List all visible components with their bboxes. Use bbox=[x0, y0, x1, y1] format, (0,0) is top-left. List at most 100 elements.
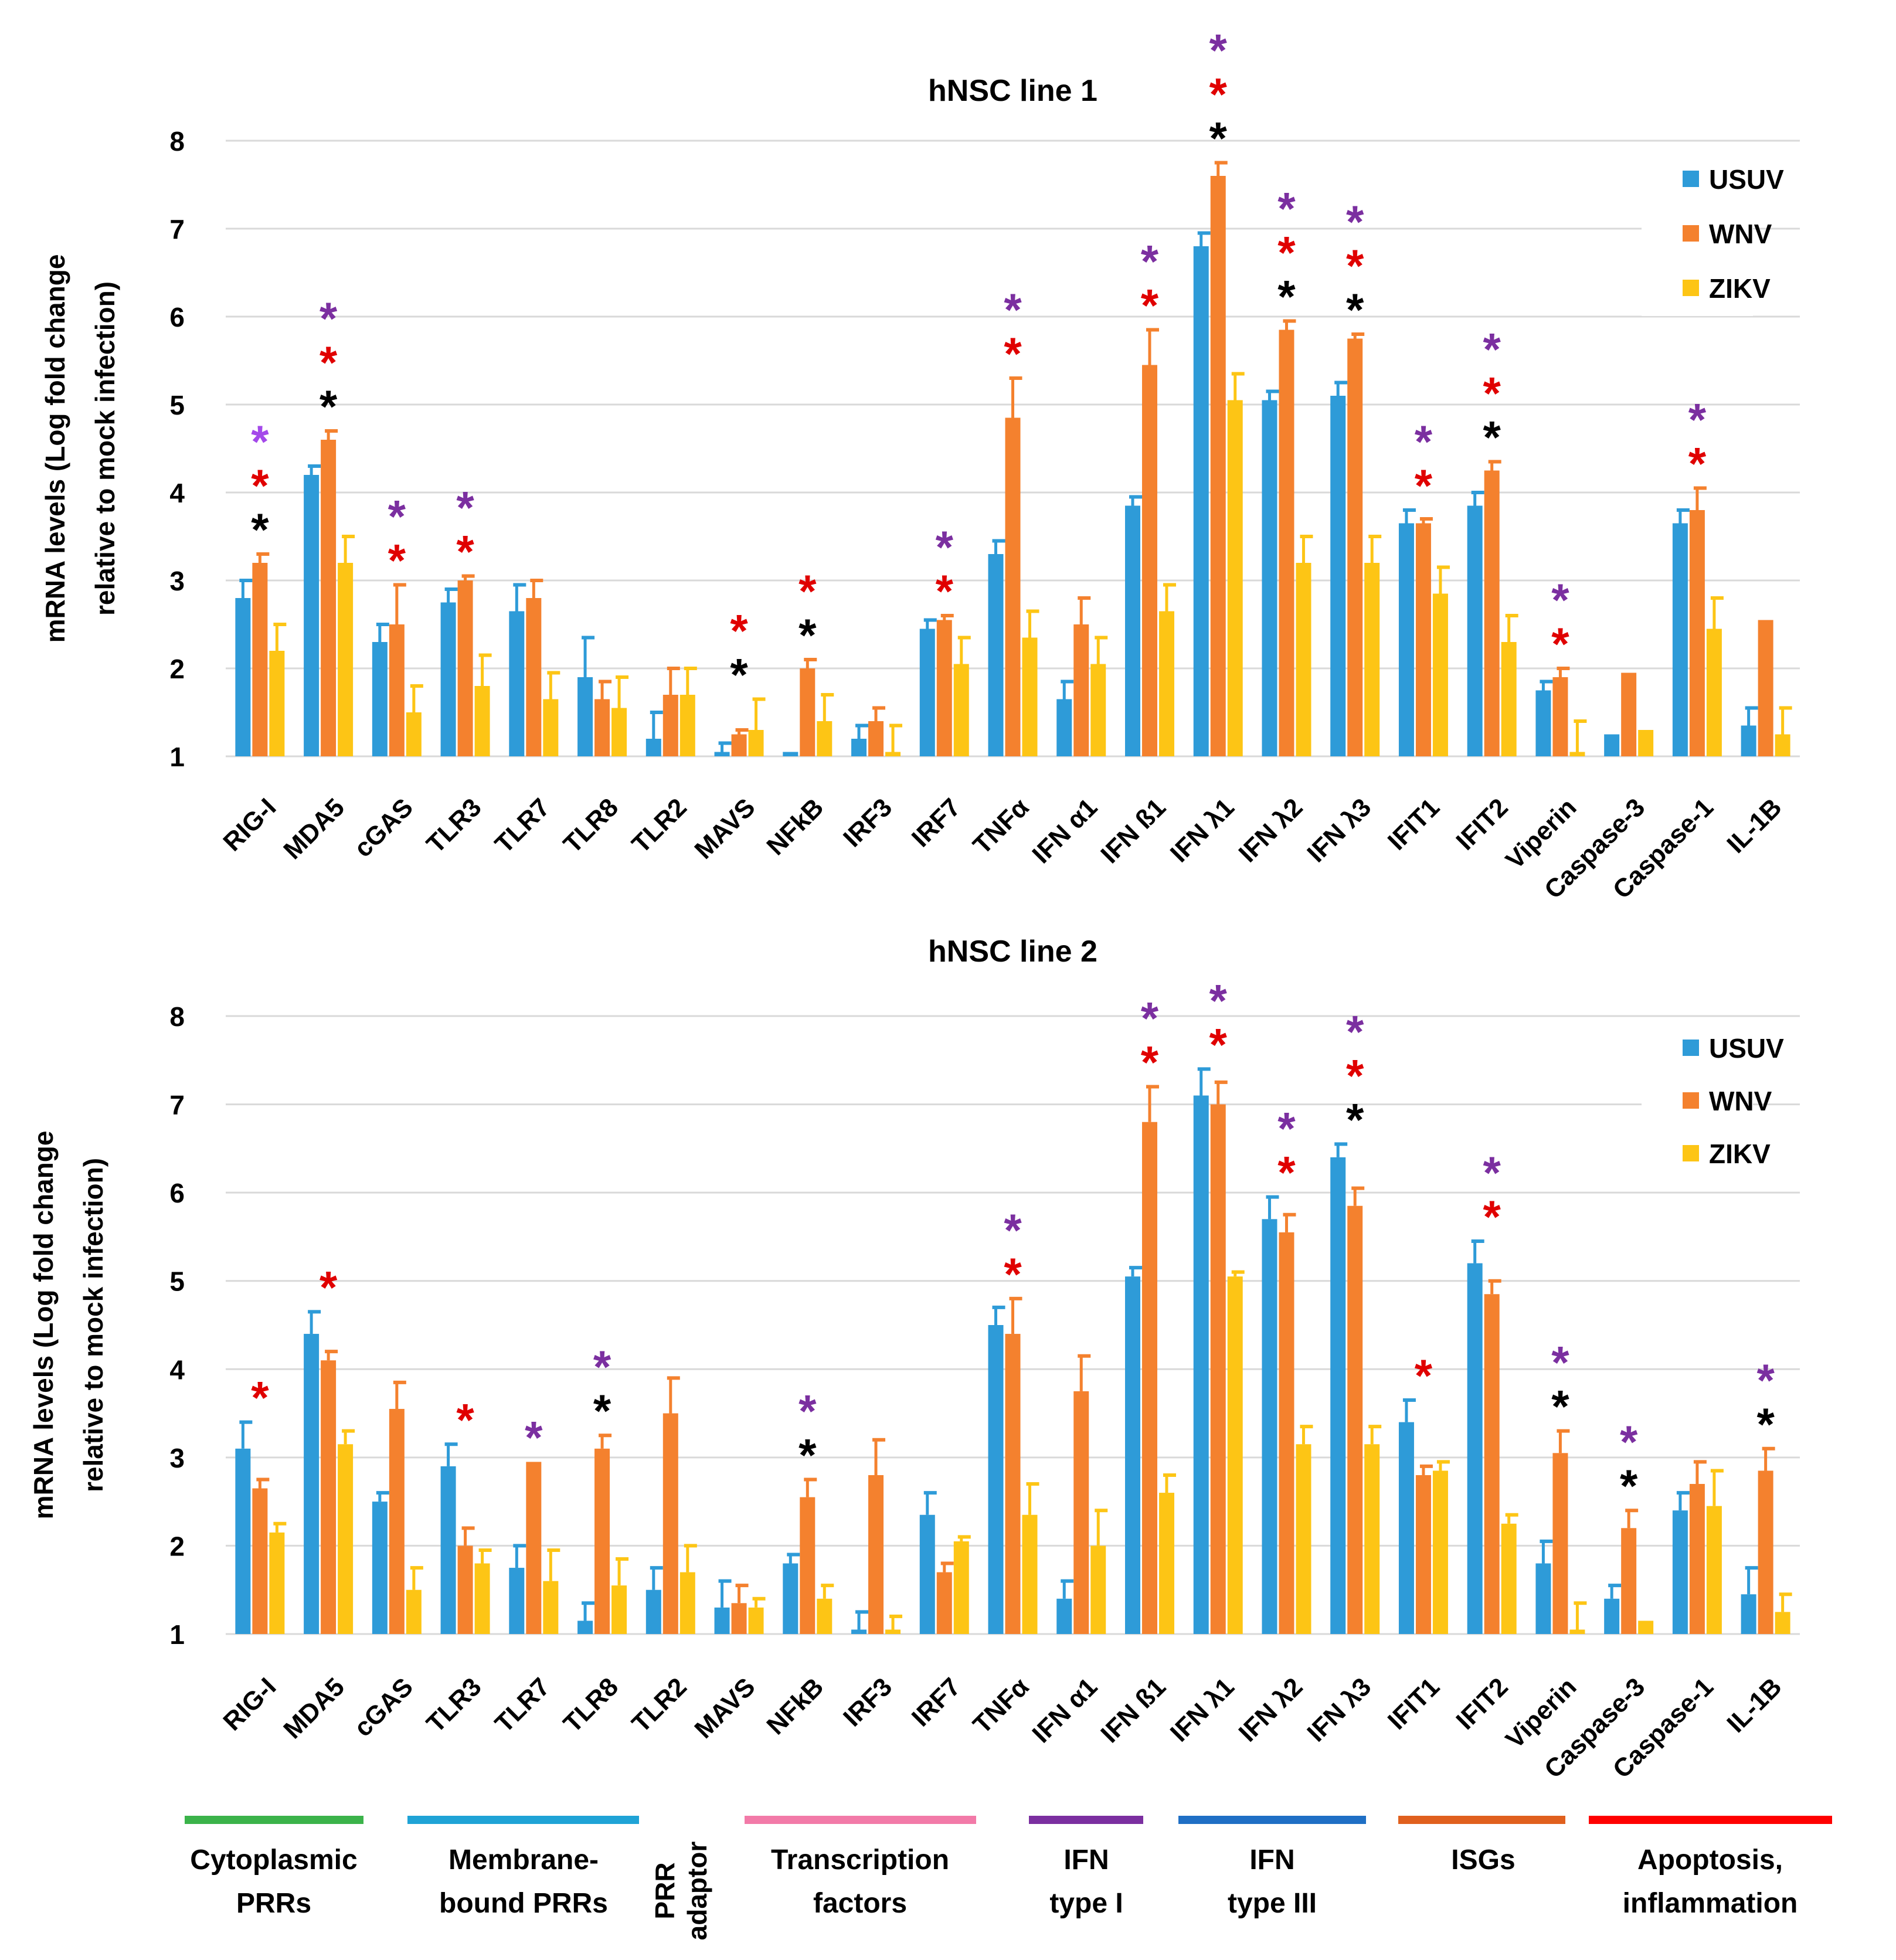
category-label: Apoptosis, bbox=[1637, 1844, 1783, 1876]
bar-zikv bbox=[543, 699, 559, 756]
bar-zikv bbox=[1227, 400, 1243, 756]
bar-usuv bbox=[645, 1589, 661, 1634]
bar-zikv bbox=[885, 752, 901, 756]
bar-usuv bbox=[851, 1629, 867, 1634]
category-label: bound PRRs bbox=[439, 1888, 608, 1919]
bar-usuv bbox=[1535, 1563, 1551, 1634]
y-tick-label: 5 bbox=[169, 1266, 185, 1297]
bar-zikv bbox=[1022, 1514, 1038, 1634]
y-tick-label: 1 bbox=[169, 1619, 185, 1650]
x-tick-label: IFN α1 bbox=[1027, 793, 1103, 869]
bar-usuv bbox=[577, 1621, 593, 1634]
bar-usuv bbox=[1467, 505, 1483, 756]
bar-zikv bbox=[1364, 563, 1380, 756]
category-label: factors bbox=[813, 1888, 907, 1919]
bar-zikv bbox=[338, 563, 354, 756]
category-label: IFN bbox=[1063, 1844, 1109, 1876]
bar-usuv bbox=[509, 611, 525, 756]
bar-wnv bbox=[526, 598, 542, 756]
significance-star: * bbox=[1277, 183, 1296, 235]
bar-wnv bbox=[868, 721, 884, 756]
x-tick-label: IRF3 bbox=[838, 793, 898, 852]
bar-wnv bbox=[321, 1360, 337, 1634]
y-tick-label: 3 bbox=[169, 566, 185, 596]
x-tick-label: MAVS bbox=[689, 1672, 760, 1744]
bar-wnv bbox=[1210, 1104, 1226, 1634]
bar-wnv bbox=[1073, 1391, 1089, 1634]
bar-wnv bbox=[936, 620, 952, 756]
bar-wnv bbox=[1347, 1205, 1363, 1634]
bar-wnv bbox=[252, 563, 268, 756]
x-tick-label: IFN λ3 bbox=[1302, 793, 1377, 868]
significance-star: * bbox=[1277, 271, 1296, 322]
bar-usuv bbox=[304, 1334, 320, 1634]
y-axis-label: mRNA levels (Log fold change bbox=[40, 254, 70, 643]
significance-star: * bbox=[1141, 236, 1159, 287]
bar-zikv bbox=[1775, 734, 1790, 756]
significance-star: * bbox=[1483, 1147, 1501, 1198]
x-tick-label: NFkB bbox=[761, 1672, 829, 1740]
bar-wnv bbox=[1279, 330, 1294, 756]
significance-star: * bbox=[456, 1394, 474, 1445]
bar-wnv bbox=[662, 695, 678, 756]
significance-star: * bbox=[1346, 240, 1364, 291]
x-tick-label: IFIT2 bbox=[1450, 1672, 1513, 1735]
bar-zikv bbox=[1432, 593, 1448, 756]
x-tick-label: TLR8 bbox=[558, 1672, 624, 1738]
significance-star: * bbox=[1551, 618, 1569, 670]
bar-zikv bbox=[1090, 1545, 1106, 1634]
significance-star: * bbox=[730, 649, 748, 701]
significance-star: * bbox=[1004, 1248, 1022, 1300]
significance-star: * bbox=[799, 609, 817, 661]
significance-star: * bbox=[320, 293, 338, 344]
bar-usuv bbox=[1124, 505, 1140, 756]
bar-usuv bbox=[783, 1563, 799, 1634]
significance-star: * bbox=[799, 1385, 817, 1437]
bar-wnv bbox=[457, 1545, 473, 1634]
significance-star: * bbox=[1277, 1103, 1296, 1154]
bar-usuv bbox=[714, 1607, 730, 1634]
bar-wnv bbox=[1005, 1334, 1021, 1634]
significance-star: * bbox=[1209, 69, 1228, 120]
significance-star: * bbox=[1620, 1416, 1638, 1468]
significance-star: * bbox=[1004, 1204, 1022, 1256]
bar-wnv bbox=[457, 580, 473, 756]
bar-wnv bbox=[1347, 338, 1363, 756]
significance-star: * bbox=[1756, 1398, 1775, 1450]
significance-star: * bbox=[251, 416, 269, 467]
significance-star: * bbox=[593, 1385, 611, 1436]
legend-label: USUV bbox=[1709, 1033, 1784, 1064]
y-tick-label: 7 bbox=[169, 214, 185, 244]
bar-usuv bbox=[1467, 1263, 1483, 1634]
y-tick-label: 4 bbox=[169, 1354, 185, 1385]
x-tick-label: RIG-I bbox=[218, 793, 281, 857]
bar-zikv bbox=[679, 695, 695, 756]
significance-star: * bbox=[593, 1341, 611, 1392]
significance-star: * bbox=[1346, 284, 1364, 335]
bar-zikv bbox=[817, 721, 833, 756]
bar-zikv bbox=[1432, 1470, 1448, 1634]
bar-zikv bbox=[748, 730, 764, 756]
y-tick-label: 4 bbox=[169, 478, 185, 508]
category-label: inflammation bbox=[1623, 1888, 1798, 1919]
legend-swatch-zikv bbox=[1683, 280, 1699, 296]
x-tick-label: TNFα bbox=[967, 793, 1034, 860]
significance-star: * bbox=[1620, 1460, 1638, 1511]
bar-zikv bbox=[885, 1629, 901, 1634]
bar-zikv bbox=[679, 1572, 695, 1634]
y-tick-label: 7 bbox=[169, 1090, 185, 1120]
significance-star: * bbox=[799, 565, 817, 617]
significance-star: * bbox=[1004, 328, 1022, 379]
category-label: IFN bbox=[1249, 1844, 1294, 1876]
bar-zikv bbox=[748, 1607, 764, 1634]
category-label: ISGs bbox=[1451, 1844, 1515, 1876]
significance-star: * bbox=[456, 482, 474, 534]
significance-star: * bbox=[251, 460, 269, 511]
bar-zikv bbox=[1569, 752, 1585, 756]
significance-star: * bbox=[1415, 1350, 1433, 1401]
significance-star: * bbox=[1483, 324, 1501, 375]
bar-wnv bbox=[389, 1409, 405, 1634]
x-tick-label: MDA5 bbox=[278, 793, 350, 865]
significance-star: * bbox=[1415, 460, 1433, 511]
x-tick-label: IFN λ1 bbox=[1165, 1672, 1240, 1747]
